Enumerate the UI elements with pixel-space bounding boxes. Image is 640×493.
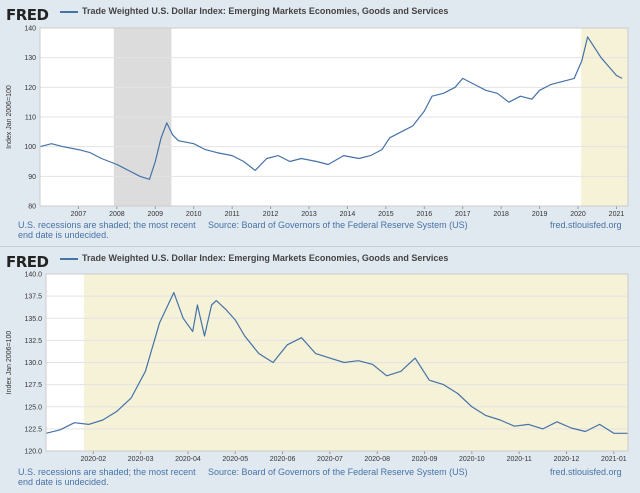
fred-logo: FRED <box>6 253 49 271</box>
x-tick-label: 2015 <box>378 211 394 218</box>
source-text: Source: Board of Governors of the Federa… <box>208 467 468 477</box>
chart-bottom-svg: 120.0 122.5 125.0 127.5 130.0 132.5 135.0 137.5… <box>6 272 629 463</box>
x-tick-label: 2020-02 <box>80 456 106 463</box>
y-tick-label: 137.5 <box>24 294 42 301</box>
y-tick-label: 120 <box>24 85 36 92</box>
y-tick-label: 130.0 <box>24 360 42 367</box>
x-tick-label: 2020-10 <box>459 456 485 463</box>
x-tick-label: 2013 <box>301 211 317 218</box>
x-tick-label: 2014 <box>340 211 356 218</box>
source-text: Source: Board of Governors of the Federa… <box>208 220 468 230</box>
x-tick-label: 2021 <box>609 211 625 218</box>
x-tick-label: 2019 <box>532 211 548 218</box>
plot-border <box>45 273 629 452</box>
x-tick-label: 2007 <box>71 211 87 218</box>
x-tick-label: 2016 <box>417 211 433 218</box>
series-legend-swatch <box>60 11 78 13</box>
x-tick-label: 2018 <box>493 211 509 218</box>
y-axis-label: Index Jan 2006=100 <box>6 85 13 149</box>
chart-title: Trade Weighted U.S. Dollar Index: Emergi… <box>82 253 449 263</box>
fred-logo: FRED <box>6 6 49 24</box>
plot-border <box>39 27 629 207</box>
chart-panel-bottom: 120.0 122.5 125.0 127.5 130.0 132.5 135.0 137.5… <box>0 246 640 492</box>
y-tick-label: 120.0 <box>24 449 42 456</box>
x-tick-label: 2011 <box>225 211 240 218</box>
y-tick-label: 132.5 <box>24 338 42 345</box>
x-tick-label: 2021-01 <box>601 456 627 463</box>
x-tick-label: 2020 <box>570 211 586 218</box>
y-tick-label: 140 <box>24 26 36 33</box>
y-tick-label: 135.0 <box>24 316 42 323</box>
recession-note: U.S. recessions are shaded; the most rec… <box>18 467 196 487</box>
x-tick-label: 2008 <box>109 211 125 218</box>
x-tick-label: 2009 <box>148 211 164 218</box>
y-tick-label: 110 <box>25 115 36 122</box>
x-tick-label: 2020-04 <box>175 456 201 463</box>
y-tick-label: 130 <box>24 55 36 62</box>
x-tick-label: 2020-03 <box>128 456 154 463</box>
x-tick-label: 2012 <box>263 211 279 218</box>
series-line <box>39 36 623 180</box>
y-tick-label: 127.5 <box>24 382 42 389</box>
x-tick-label: 2020-09 <box>412 456 438 463</box>
x-tick-label: 2020-07 <box>317 456 343 463</box>
x-tick-label: 2020-08 <box>364 456 390 463</box>
fred-site-link[interactable]: fred.stlouisfed.org <box>550 220 622 230</box>
x-tick-label: 2020-06 <box>270 456 296 463</box>
y-tick-label: 90 <box>28 174 36 181</box>
y-tick-label: 125.0 <box>24 404 42 411</box>
y-axis-label: Index Jan 2006=100 <box>6 331 13 395</box>
chart-title: Trade Weighted U.S. Dollar Index: Emergi… <box>82 6 449 16</box>
chart-panel-top: 80 90 100 110 120 130 140 2007 2008 2009 2010 2011 2… <box>0 0 640 246</box>
x-tick-label: 2020-12 <box>554 456 580 463</box>
series-line <box>45 291 628 434</box>
y-tick-label: 140.0 <box>24 272 42 279</box>
x-tick-label: 2017 <box>455 211 471 218</box>
recession-note: U.S. recessions are shaded; the most rec… <box>18 220 196 240</box>
y-tick-label: 122.5 <box>24 426 42 433</box>
y-tick-label: 80 <box>28 204 36 211</box>
y-tick-label: 100 <box>24 144 36 151</box>
x-tick-label: 2010 <box>186 211 202 218</box>
x-tick-label: 2020-05 <box>222 456 248 463</box>
x-tick-label: 2020-11 <box>507 456 532 463</box>
chart-top-svg: 80 90 100 110 120 130 140 2007 2008 2009 2010 2011 2… <box>6 26 629 218</box>
fred-site-link[interactable]: fred.stlouisfed.org <box>550 467 622 477</box>
series-legend-swatch <box>60 258 78 260</box>
